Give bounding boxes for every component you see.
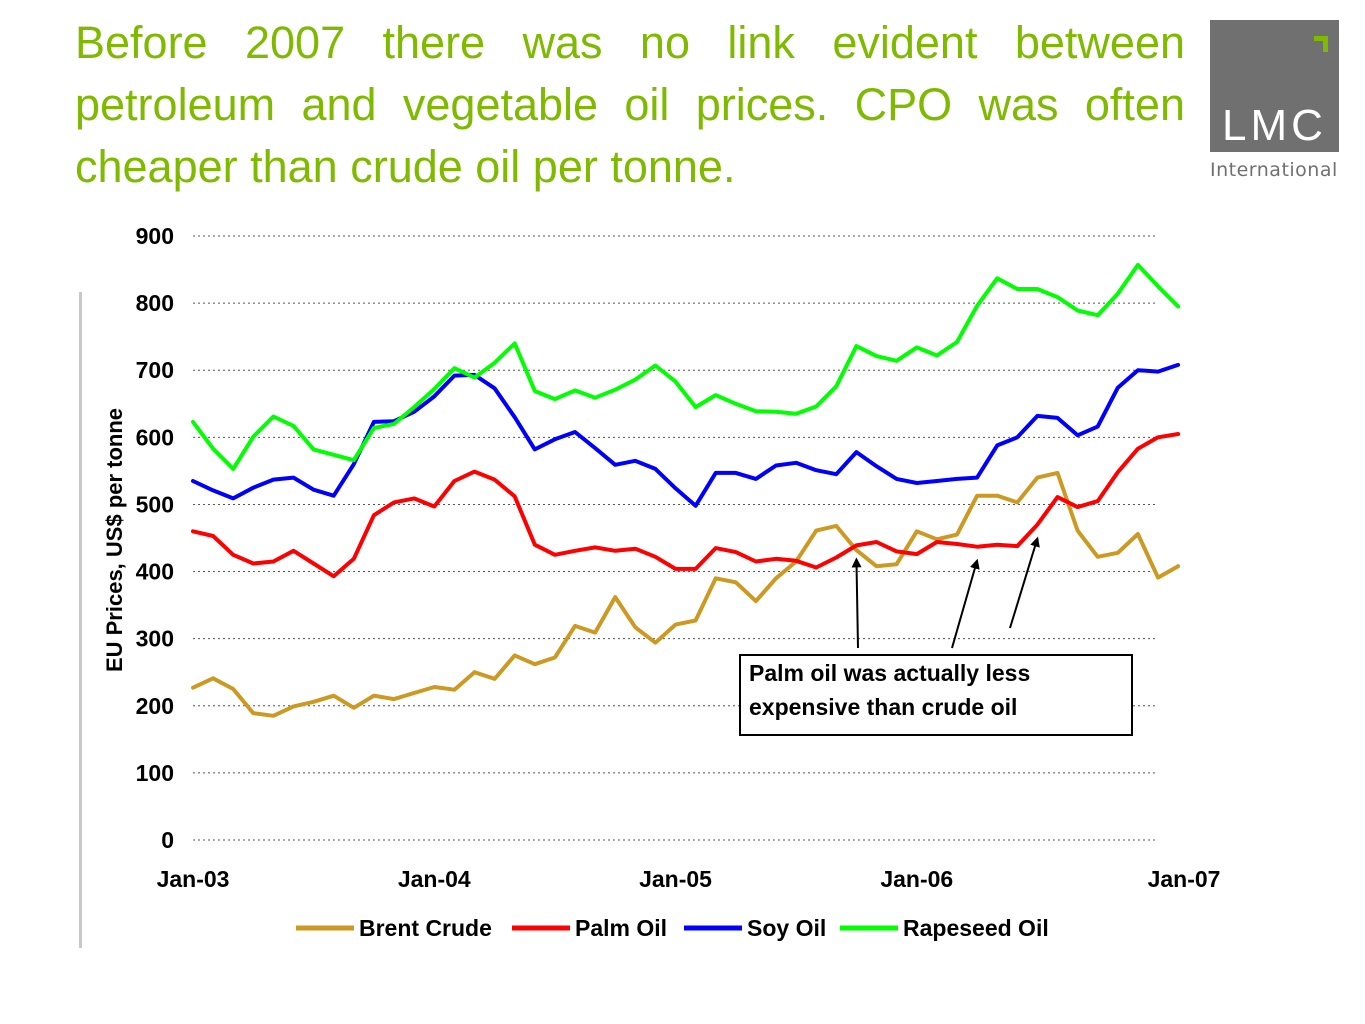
legend-label: Soy Oil (747, 915, 826, 941)
legend-label: Brent Crude (359, 915, 492, 941)
y-tick-label: 700 (136, 357, 174, 383)
x-tick-label: Jan-03 (157, 866, 230, 892)
legend: Brent Crude Palm Oil Soy Oil Rapeseed Oil (296, 915, 1049, 941)
y-tick-label: 800 (136, 290, 174, 316)
left-divider (79, 292, 82, 948)
lmc-logo (1210, 20, 1339, 152)
y-tick-label: 500 (136, 491, 174, 517)
page-title: Before 2007 there was no link evident be… (75, 17, 1185, 192)
logo-subtext: International (1210, 159, 1338, 181)
y-tick-label: 900 (136, 223, 174, 249)
series-line-rapeseed-oil (191, 262, 1181, 471)
annotation-text: expensive than crude oil (749, 694, 1017, 720)
legend-label: Rapeseed Oil (903, 915, 1049, 941)
legend-label: Palm Oil (575, 915, 667, 941)
y-axis-ticks: 0 100 200 300 400 500 600 700 800 900 (136, 223, 174, 853)
annotation-text: Palm oil was actually less (749, 660, 1030, 686)
y-tick-label: 200 (136, 693, 174, 719)
annotation-box (739, 654, 1133, 736)
annotation-arrow (951, 558, 980, 649)
series-line-palm-oil (191, 432, 1181, 579)
gridlines (193, 235, 1158, 841)
x-tick-label: Jan-06 (880, 866, 953, 892)
y-axis-label: EU Prices, US$ per tonne (102, 408, 127, 672)
logo-corner-mark (1314, 36, 1328, 52)
y-tick-label: 300 (136, 626, 174, 652)
annotation-arrow (1009, 536, 1040, 629)
annotation: Palm oil was actually less expensive than… (739, 536, 1133, 736)
series-line-brent-crude (191, 470, 1181, 718)
x-tick-label: Jan-07 (1148, 866, 1221, 892)
y-tick-label: 400 (136, 559, 174, 585)
logo-text: LMC (1222, 101, 1327, 150)
y-tick-label: 600 (136, 424, 174, 450)
y-tick-label: 0 (161, 827, 174, 853)
y-tick-label: 100 (136, 760, 174, 786)
x-tick-label: Jan-05 (639, 866, 712, 892)
x-tick-label: Jan-04 (398, 866, 471, 892)
annotation-arrow (851, 557, 862, 649)
series-lines (191, 262, 1181, 718)
x-axis-ticks: Jan-03 Jan-04 Jan-05 Jan-06 Jan-07 (157, 866, 1221, 892)
